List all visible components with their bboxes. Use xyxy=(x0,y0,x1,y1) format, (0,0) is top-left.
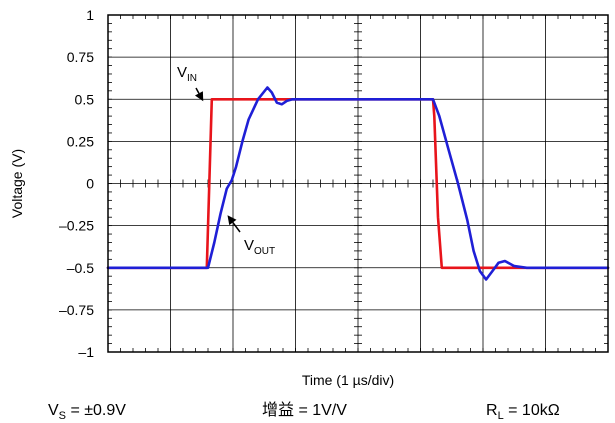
y-tick-label: 0.5 xyxy=(75,91,95,107)
test-conditions: VS = ±0.9V 增益 = 1V/V RL = 10kΩ xyxy=(48,401,560,422)
vs-value: = ±0.9V xyxy=(66,402,126,419)
vout-arrow xyxy=(232,221,241,233)
vin-label: VIN xyxy=(177,64,197,84)
y-tick-label: –0.5 xyxy=(67,260,94,276)
y-tick-label: 0.75 xyxy=(67,49,94,65)
rl-main: R xyxy=(486,402,498,419)
rl-value: = 10kΩ xyxy=(504,402,560,419)
vout-label-sub: OUT xyxy=(254,246,275,257)
vs-sub: S xyxy=(59,410,66,422)
y-tick-label: –0.25 xyxy=(59,218,94,234)
y-tick-labels: 1 0.75 0.5 0.25 0 –0.25 –0.5 –0.75 –1 xyxy=(59,7,94,360)
y-tick-label: –1 xyxy=(78,344,94,360)
y-tick-label: 0.25 xyxy=(67,133,94,149)
plot-frame xyxy=(107,14,609,353)
vin-arrow-head xyxy=(194,91,204,102)
rl-sub: L xyxy=(498,410,504,422)
load-resistance-condition: RL = 10kΩ xyxy=(486,402,560,422)
y-axis-label: Voltage (V) xyxy=(9,149,25,218)
supply-voltage-condition: VS = ±0.9V xyxy=(48,402,126,422)
series-layer xyxy=(106,86,610,281)
x-axis-label: Time (1 µs/div) xyxy=(302,372,394,388)
annotations: VIN VOUT xyxy=(177,64,275,257)
vout-label-main: V xyxy=(244,237,254,254)
vs-main: V xyxy=(48,402,59,419)
vin-label-main: V xyxy=(177,64,187,81)
y-tick-label: –0.75 xyxy=(59,302,94,318)
y-tick-label: 0 xyxy=(86,176,94,192)
vin-arrow xyxy=(195,87,200,94)
vout-label: VOUT xyxy=(244,237,275,257)
vin-label-sub: IN xyxy=(187,73,197,84)
gain-condition: 增益 = 1V/V xyxy=(262,401,347,419)
y-tick-label: 1 xyxy=(86,7,94,23)
vout-arrow-head xyxy=(227,215,237,226)
series-line-vout xyxy=(106,86,610,281)
